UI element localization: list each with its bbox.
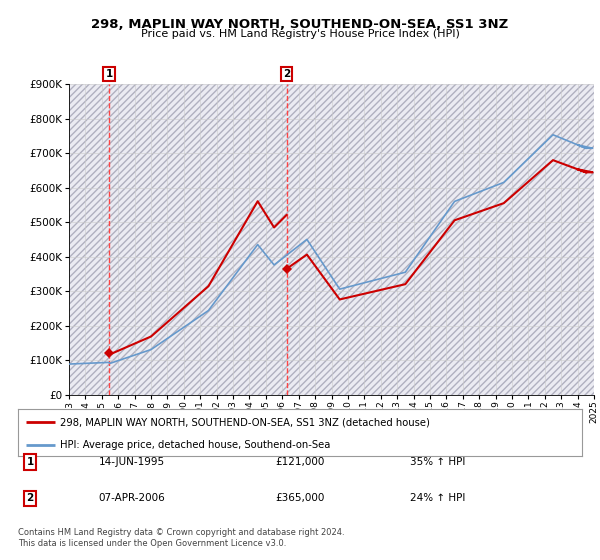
Text: £365,000: £365,000 [275, 493, 325, 503]
Text: £121,000: £121,000 [275, 457, 325, 467]
Text: Price paid vs. HM Land Registry's House Price Index (HPI): Price paid vs. HM Land Registry's House … [140, 29, 460, 39]
Text: 1: 1 [106, 69, 113, 80]
Text: HPI: Average price, detached house, Southend-on-Sea: HPI: Average price, detached house, Sout… [60, 440, 331, 450]
Text: 298, MAPLIN WAY NORTH, SOUTHEND-ON-SEA, SS1 3NZ (detached house): 298, MAPLIN WAY NORTH, SOUTHEND-ON-SEA, … [60, 417, 430, 427]
Text: Contains HM Land Registry data © Crown copyright and database right 2024.
This d: Contains HM Land Registry data © Crown c… [18, 528, 344, 548]
Text: 35% ↑ HPI: 35% ↑ HPI [410, 457, 466, 467]
Text: 2: 2 [283, 69, 290, 80]
Text: 2: 2 [26, 493, 34, 503]
Text: 07-APR-2006: 07-APR-2006 [98, 493, 166, 503]
Text: 298, MAPLIN WAY NORTH, SOUTHEND-ON-SEA, SS1 3NZ: 298, MAPLIN WAY NORTH, SOUTHEND-ON-SEA, … [91, 18, 509, 31]
Text: 14-JUN-1995: 14-JUN-1995 [99, 457, 165, 467]
Text: 1: 1 [26, 457, 34, 467]
Text: 24% ↑ HPI: 24% ↑ HPI [410, 493, 466, 503]
